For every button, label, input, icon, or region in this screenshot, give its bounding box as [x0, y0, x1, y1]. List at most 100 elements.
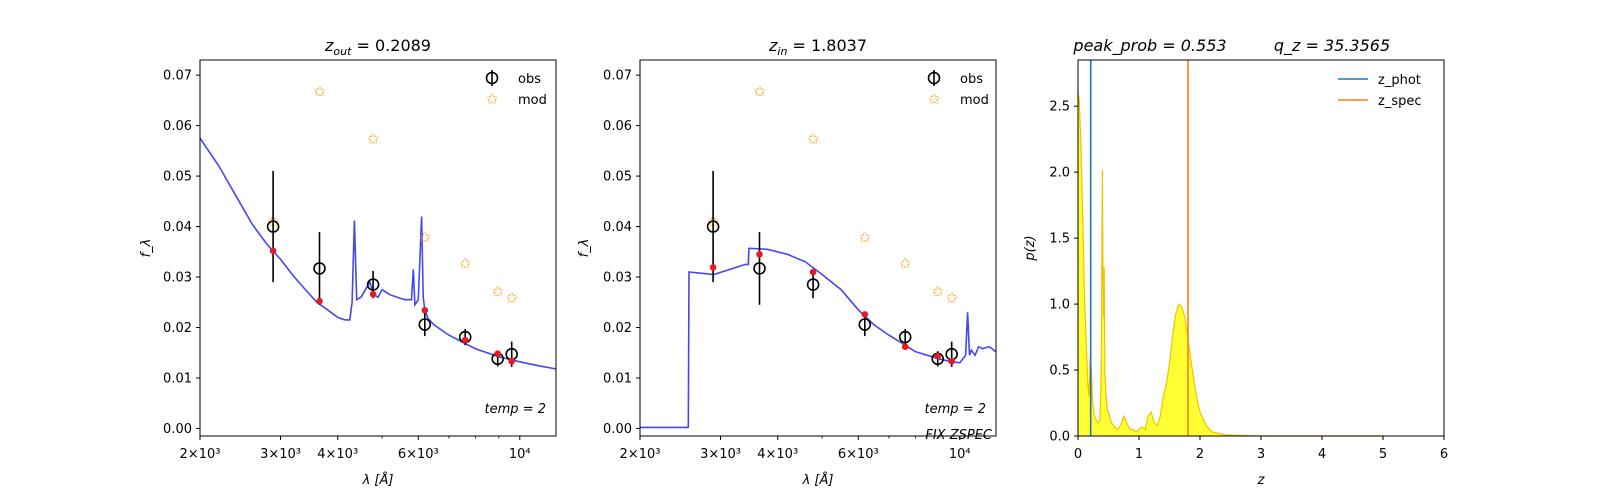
- mod-point: ✩: [945, 289, 958, 307]
- x-tick-label: 10⁴: [509, 447, 531, 462]
- title-rest: = 0.2089: [351, 36, 431, 55]
- x-tick-label: 2: [1196, 447, 1204, 462]
- obs-point: [418, 318, 432, 331]
- mod-point: ✩: [367, 130, 380, 148]
- y-tick-label: 0.0: [1049, 430, 1070, 445]
- title-sub: in: [777, 45, 787, 58]
- x-tick-label: 3×10³: [700, 447, 741, 462]
- y-tick-label: 0.00: [163, 422, 192, 437]
- sed-filter-point: [809, 268, 817, 276]
- sed-filter-point: [948, 358, 955, 365]
- obs-point: [313, 262, 326, 275]
- obs-point: [266, 220, 280, 233]
- obs-point: [858, 318, 872, 331]
- x-tick-label: 1: [1135, 447, 1143, 462]
- legend-mod-marker: ✩: [486, 90, 499, 108]
- x-tick-label: 6×10³: [398, 447, 439, 462]
- y-tick-label: 0.05: [603, 170, 632, 185]
- sed-filter-point: [934, 353, 941, 360]
- axes-frame: [639, 59, 997, 437]
- y-tick-label: 0.04: [163, 220, 192, 235]
- sed-filter-point: [316, 297, 323, 305]
- x-axis-label: λ [Å]: [802, 472, 834, 488]
- sed-filter-point: [269, 247, 277, 255]
- sed-panel-zout: zout = 0.2089 ✩✩✩✩✩✩✩ 0.000.010.020.030.…: [139, 36, 557, 488]
- title-base: z: [324, 36, 334, 55]
- x-tick-label: 4×10³: [317, 447, 358, 462]
- plot-layer: ✩✩✩✩✩✩✩: [200, 82, 556, 370]
- y-tick-label: 0.07: [603, 69, 632, 84]
- y-tick-label: 0.02: [603, 321, 632, 336]
- x-tick-label: 3×10³: [260, 447, 301, 462]
- clipped-layer: ✩✩✩✩✩✩✩: [200, 82, 556, 370]
- axes-frame: [199, 59, 557, 437]
- x-tick-label: 0: [1074, 447, 1082, 462]
- x-axis-label: λ [Å]: [362, 472, 394, 488]
- sed-filter-point: [421, 307, 429, 314]
- x-tick-label: 2×10³: [620, 447, 661, 462]
- y-tick-label: 1.0: [1049, 298, 1070, 313]
- y-axis-label: f_λ: [139, 239, 154, 258]
- x-tick-label: 3: [1257, 447, 1265, 462]
- legend-mod-label: mod: [518, 93, 547, 108]
- pdf-area: [1078, 93, 1383, 436]
- y-tick-label: 0.02: [163, 321, 192, 336]
- x-tick-label: 4×10³: [757, 447, 798, 462]
- y-tick-label: 0.01: [603, 371, 632, 386]
- x-ticks: 0 1 2 3 4 5 6: [1074, 436, 1448, 462]
- y-tick-label: 2.0: [1049, 166, 1070, 181]
- x-tick-label: 4: [1318, 447, 1326, 462]
- y-tick-label: 0.07: [163, 69, 192, 84]
- sed-filter-point: [461, 336, 469, 344]
- mod-point: ✩: [313, 82, 326, 100]
- y-tick-label: 0.01: [163, 371, 192, 386]
- title-base: z: [768, 36, 778, 55]
- mod-point: ✩: [419, 229, 432, 247]
- panel-title-peak-prob: peak_prob = 0.553: [1072, 36, 1226, 56]
- mod-point: ✩: [899, 254, 912, 272]
- obs-point: [366, 278, 380, 291]
- mod-point: ✩: [491, 283, 504, 301]
- mod-point: ✩: [807, 130, 820, 148]
- mod-point: ✩: [459, 254, 472, 272]
- sed-filter-point: [508, 358, 515, 365]
- panel-title: zout = 0.2089: [324, 36, 431, 58]
- sed-filter-point: [709, 264, 717, 271]
- y-tick-label: 0.03: [163, 271, 192, 286]
- legend-obs-label: obs: [960, 72, 983, 87]
- y-tick-label: 0.03: [603, 271, 632, 286]
- x-tick-label: 6: [1440, 447, 1448, 462]
- y-tick-label: 0.05: [163, 170, 192, 185]
- plot-layer: [1077, 60, 1383, 437]
- sed-filter-point: [369, 290, 377, 298]
- x-tick-label: 10⁴: [949, 447, 971, 462]
- legend-obs-label: obs: [518, 72, 541, 87]
- y-ticks: 0.0 0.5 1.0 1.5 2.0 2.5: [1049, 100, 1078, 445]
- legend-mod-marker: ✩: [928, 90, 941, 108]
- sed-filter-point: [901, 343, 909, 351]
- pdf-line: [1077, 92, 1383, 437]
- y-tick-label: 0.06: [163, 119, 192, 134]
- y-tick-label: 1.5: [1049, 232, 1070, 247]
- mod-point: ✩: [931, 283, 944, 301]
- annotation-temp: temp = 2: [485, 402, 546, 417]
- x-tick-label: 6×10³: [838, 447, 879, 462]
- sed-filter-point: [861, 311, 869, 318]
- title-sub: out: [333, 45, 352, 58]
- legend-zspec-label: z_spec: [1378, 94, 1422, 109]
- x-ticks: 2×10³ 3×10³ 4×10³ 6×10³ 10⁴: [180, 436, 531, 462]
- legend-mod-label: mod: [960, 93, 989, 108]
- obs-point: [753, 262, 766, 275]
- obs-point: [898, 330, 912, 344]
- y-axis-label: p(z): [1023, 235, 1038, 261]
- mod-point: ✩: [859, 229, 872, 247]
- y-axis-label: f_λ: [577, 239, 592, 258]
- sed-filter-point: [756, 251, 763, 258]
- x-ticks: 2×10³ 3×10³ 4×10³ 6×10³ 10⁴: [620, 436, 971, 462]
- y-ticks: 0.00 0.01 0.02 0.03 0.04 0.05 0.06 0.07: [163, 69, 200, 437]
- y-tick-label: 2.5: [1049, 100, 1070, 115]
- y-tick-label: 0.06: [603, 119, 632, 134]
- clipped-layer: ✩✩✩✩✩✩✩: [640, 82, 996, 429]
- y-ticks: 0.00 0.01 0.02 0.03 0.04 0.05 0.06 0.07: [603, 69, 640, 437]
